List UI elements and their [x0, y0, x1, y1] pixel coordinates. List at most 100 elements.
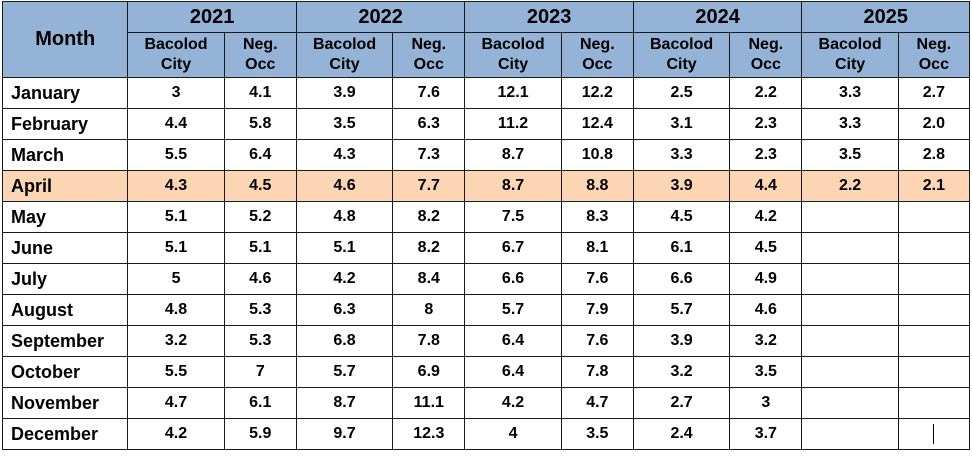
neg-occ-value: 2.8 [897, 139, 971, 171]
month-cell: April [1, 170, 129, 202]
table-row: August 4.8 5.3 6.3 8 5.7 7.9 5.7 4.6 [1, 294, 971, 326]
bacolod-city-value [801, 294, 899, 326]
neg-occ-value: 11.1 [392, 387, 466, 419]
neg-occ-value: 7.6 [560, 325, 634, 357]
bacolod-city-value: 3.9 [632, 325, 731, 357]
bacolod-city-value: 7.5 [464, 201, 562, 233]
sub-header-line: Occ [918, 56, 949, 73]
table-row: October 5.5 7 5.7 6.9 6.4 7.8 3.2 3.5 [1, 356, 971, 388]
bacolod-city-value: 3.3 [801, 108, 899, 140]
month-cell: May [1, 201, 129, 233]
neg-occ-value: 12.4 [560, 108, 634, 140]
neg-occ-value: 4.9 [729, 263, 803, 295]
neg-occ-value: 7.9 [560, 294, 634, 326]
year-header: 2024 [632, 1, 803, 33]
text-cursor [933, 424, 935, 444]
table-row: July 5 4.6 4.2 8.4 6.6 7.6 6.6 4.9 [1, 263, 971, 295]
neg-occ-value: 8.2 [392, 232, 466, 264]
neg-occ-value [897, 232, 971, 264]
neg-occ-header: Neg. Occ [897, 32, 971, 78]
bacolod-city-header: Bacolod City [801, 32, 899, 78]
neg-occ-value: 2.7 [897, 77, 971, 109]
bacolod-city-value: 3.2 [632, 356, 731, 388]
bacolod-city-value: 6.1 [632, 232, 731, 264]
neg-occ-value: 6.3 [392, 108, 466, 140]
month-cell: October [1, 356, 129, 388]
neg-occ-value: 4.5 [223, 170, 297, 202]
table-body: January 3 4.1 3.9 7.6 12.1 12.2 2.5 2.2 3.3 2.7 Feb… [1, 77, 971, 450]
table-row: January 3 4.1 3.9 7.6 12.1 12.2 2.5 2.2 3.3 2.7 [1, 77, 971, 109]
bacolod-city-value: 11.2 [464, 108, 562, 140]
neg-occ-value: 5.9 [223, 418, 297, 450]
neg-occ-value: 4.2 [729, 201, 803, 233]
sub-header-line: Occ [413, 56, 444, 73]
bacolod-city-value: 4.8 [127, 294, 225, 326]
neg-occ-value [897, 263, 971, 295]
month-cell: November [1, 387, 129, 419]
neg-occ-value: 5.3 [223, 294, 297, 326]
bacolod-city-header: Bacolod City [464, 32, 562, 78]
bacolod-city-value: 3.5 [801, 139, 899, 171]
bacolod-city-value: 4.2 [127, 418, 225, 450]
inflation-table: Month 2021 2022 2023 2024 2025 Bacolod Ci… [1, 1, 971, 450]
bacolod-city-value: 4 [464, 418, 562, 450]
bacolod-city-value: 2.7 [632, 387, 731, 419]
sub-header-line: City [329, 56, 360, 73]
year-header-row: Month 2021 2022 2023 2024 2025 [1, 1, 970, 78]
bacolod-city-value: 6.4 [464, 325, 562, 357]
bacolod-city-value: 12.1 [464, 77, 562, 109]
neg-occ-value: 7.8 [560, 356, 634, 388]
neg-occ-value: 8.8 [560, 170, 634, 202]
neg-occ-value [897, 356, 971, 388]
bacolod-city-value: 3.2 [127, 325, 225, 357]
neg-occ-value: 3 [729, 387, 803, 419]
bacolod-city-value: 3 [127, 77, 225, 109]
bacolod-city-value [801, 418, 899, 450]
neg-occ-value: 7.6 [560, 263, 634, 295]
neg-occ-value: 12.2 [560, 77, 634, 109]
bacolod-city-value: 5.1 [127, 232, 225, 264]
sub-header-line: City [497, 56, 529, 73]
sub-header-line: Bacolod [818, 36, 882, 53]
month-cell: August [1, 294, 129, 326]
sub-header-row: Bacolod City Neg. Occ Bacolod City Neg. Occ … [3, 32, 971, 78]
bacolod-city-value: 5 [127, 263, 225, 295]
table-row: November 4.7 6.1 8.7 11.1 4.2 4.7 2.7 3 [1, 387, 971, 419]
month-cell: July [1, 263, 129, 295]
bacolod-city-value: 5.5 [127, 356, 225, 388]
neg-occ-value: 3.7 [729, 418, 803, 450]
sub-header-line: Neg. [242, 36, 278, 53]
neg-occ-value: 2.1 [897, 170, 971, 202]
neg-occ-value: 4.6 [729, 294, 803, 326]
year-header: 2022 [295, 1, 466, 33]
bacolod-city-value: 4.2 [464, 387, 562, 419]
bacolod-city-value: 5.1 [295, 232, 394, 264]
neg-occ-value: 3.5 [729, 356, 803, 388]
neg-occ-value [897, 294, 971, 326]
bacolod-city-value: 3.3 [801, 77, 899, 109]
bacolod-city-value: 3.9 [295, 77, 394, 109]
bacolod-city-value: 4.3 [127, 170, 225, 202]
table-row: March 5.5 6.4 4.3 7.3 8.7 10.8 3.3 2.3 3.5 2.8 [1, 139, 971, 171]
neg-occ-value [897, 418, 971, 450]
year-header: 2023 [464, 1, 634, 33]
neg-occ-value: 5.1 [223, 232, 297, 264]
neg-occ-value: 6.9 [392, 356, 466, 388]
bacolod-city-value: 5.7 [295, 356, 394, 388]
neg-occ-value: 2.0 [897, 108, 971, 140]
neg-occ-value: 3.2 [729, 325, 803, 357]
bacolod-city-value: 8.7 [295, 387, 394, 419]
bacolod-city-value: 4.2 [295, 263, 394, 295]
bacolod-city-value: 8.7 [464, 170, 562, 202]
neg-occ-value: 6.1 [223, 387, 297, 419]
neg-occ-value: 7 [223, 356, 297, 388]
table-row: June 5.1 5.1 5.1 8.2 6.7 8.1 6.1 4.5 [1, 232, 971, 264]
neg-occ-value: 8.1 [560, 232, 634, 264]
neg-occ-value: 6.4 [223, 139, 297, 171]
neg-occ-value: 4.6 [223, 263, 297, 295]
bacolod-city-value [801, 325, 899, 357]
bacolod-city-value: 4.7 [127, 387, 225, 419]
neg-occ-header: Neg. Occ [223, 32, 297, 78]
bacolod-city-header: Bacolod City [127, 32, 225, 78]
bacolod-city-value: 4.5 [632, 201, 731, 233]
